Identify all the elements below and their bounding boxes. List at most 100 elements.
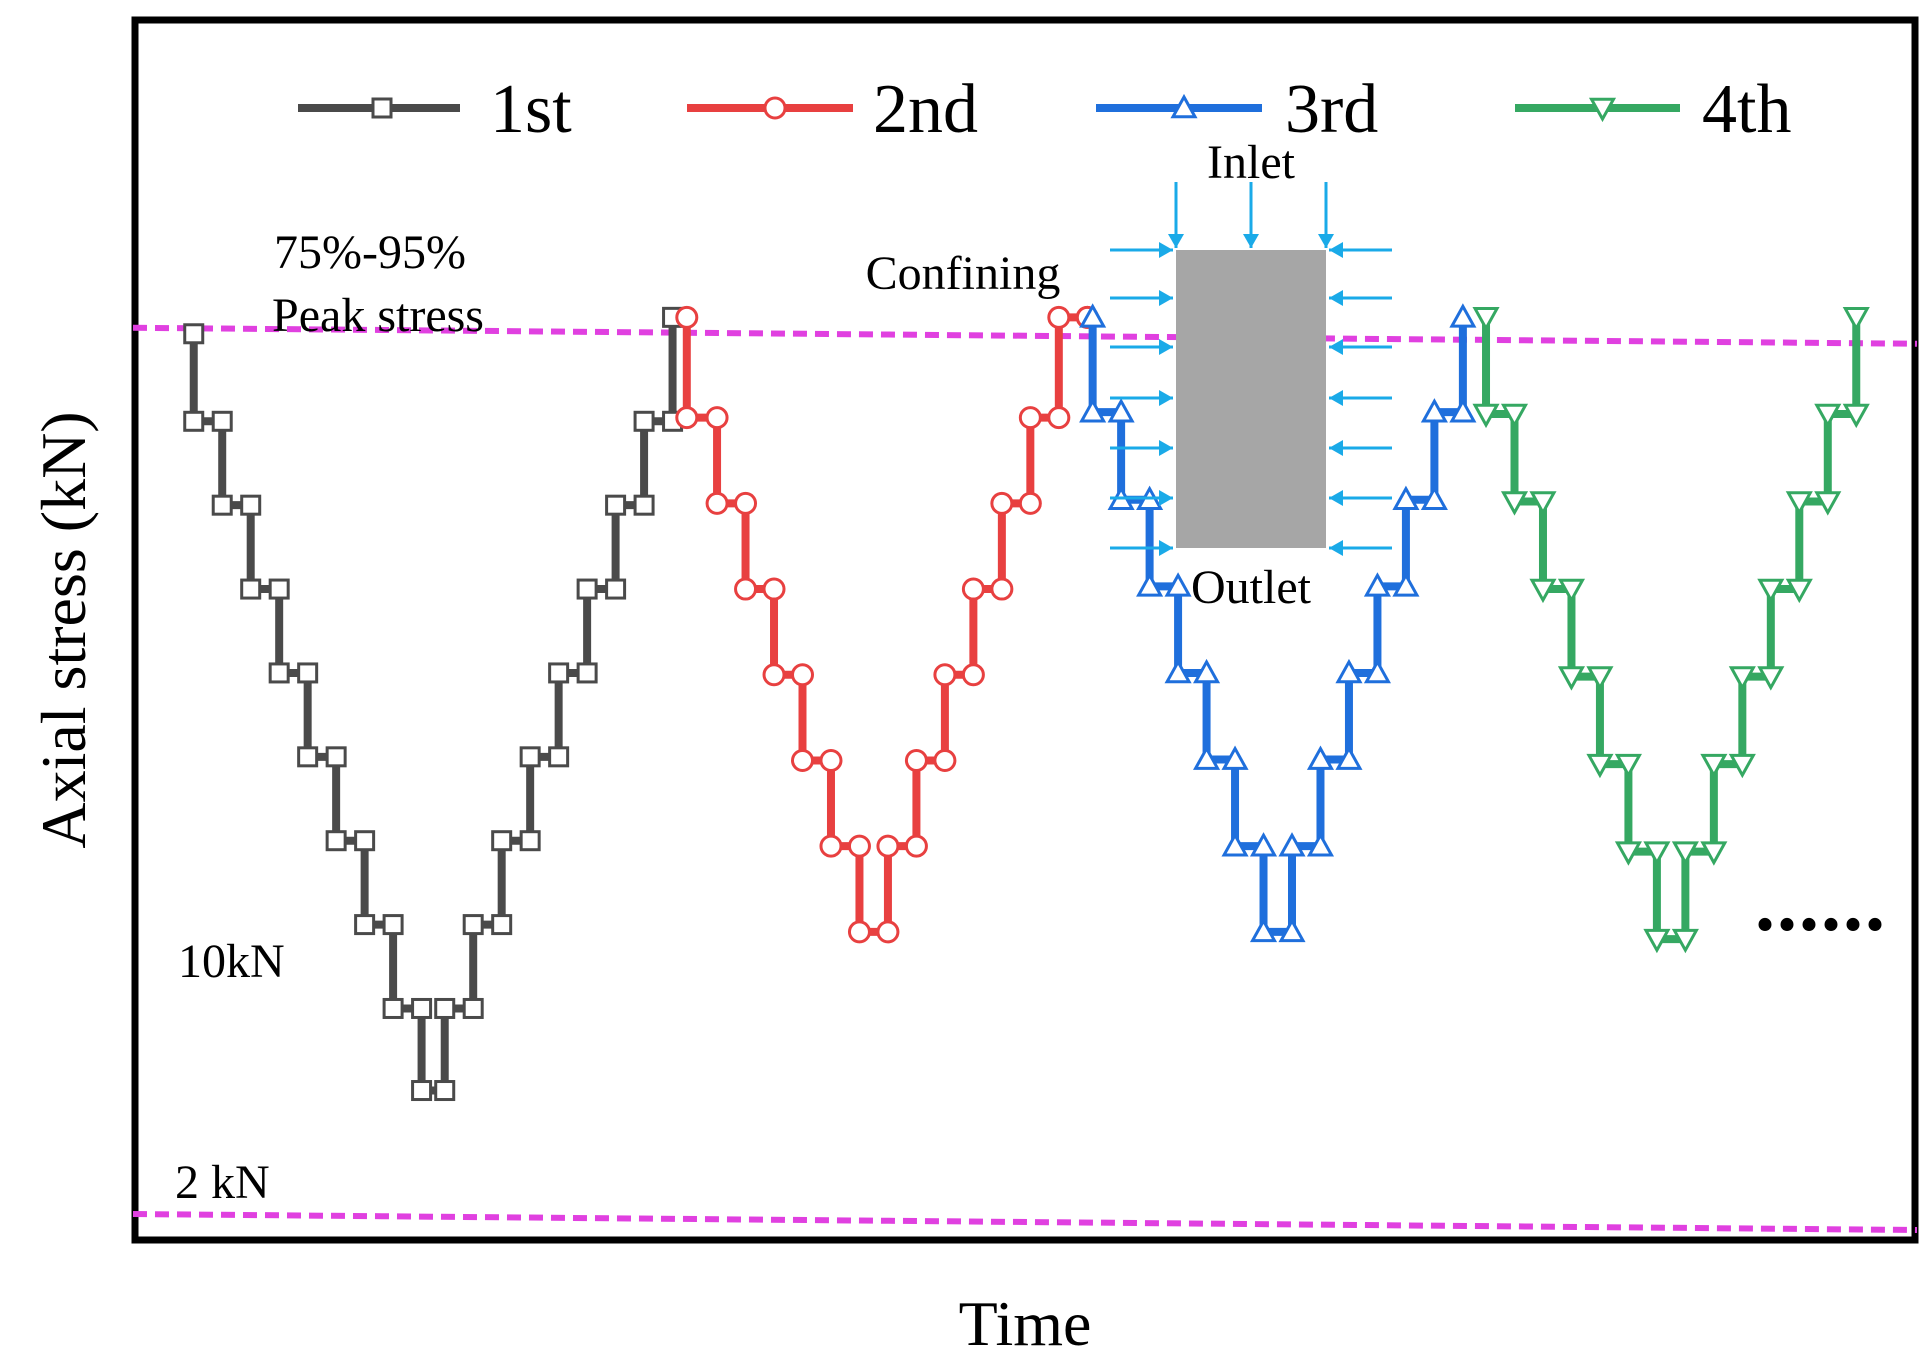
data-point	[1557, 578, 1586, 604]
plot-frame	[131, 16, 1919, 1244]
data-point	[211, 410, 233, 432]
data-point	[1164, 658, 1192, 684]
confining-arrow-right-head	[1329, 290, 1343, 306]
series-3rd	[1079, 303, 1477, 943]
data-point	[1221, 745, 1249, 770]
data-point	[1221, 832, 1249, 857]
legend-label: 2nd	[873, 71, 978, 148]
confining-arrow-left-head	[1159, 490, 1173, 506]
data-point	[1814, 403, 1842, 429]
legend-item-4th: 4th	[1515, 71, 1791, 148]
data-point	[325, 830, 347, 852]
data-point	[675, 406, 699, 430]
data-point	[633, 410, 655, 432]
data-point	[1420, 398, 1448, 423]
data-point	[1529, 491, 1557, 516]
data-point	[734, 577, 758, 601]
data-point	[961, 577, 985, 601]
data-point	[1529, 578, 1557, 604]
data-point	[183, 410, 205, 432]
data-point	[1842, 403, 1870, 429]
data-point	[819, 834, 843, 858]
confining-arrows	[1110, 182, 1392, 556]
data-point	[762, 663, 786, 687]
data-point	[1614, 753, 1642, 779]
series-line	[1088, 317, 1467, 936]
label-10kn: 10kN	[178, 935, 285, 988]
data-point	[990, 577, 1014, 601]
continuation-dots: ......	[1755, 860, 1887, 948]
data-point	[1700, 841, 1728, 866]
data-point	[1018, 406, 1042, 430]
data-point	[605, 494, 627, 516]
data-point	[1420, 485, 1448, 511]
data-point	[1643, 928, 1671, 954]
data-point	[1449, 398, 1477, 423]
data-point	[1249, 917, 1278, 943]
data-point	[1079, 303, 1107, 328]
data-point	[1047, 305, 1071, 329]
data-point	[933, 748, 957, 772]
data-point	[847, 834, 871, 858]
confining-arrow-right-head	[1329, 540, 1343, 556]
data-point	[1363, 572, 1391, 597]
data-point	[1557, 666, 1586, 691]
inlet-label: Inlet	[1207, 136, 1296, 189]
data-point	[1018, 491, 1042, 515]
specimen-block	[1176, 250, 1326, 548]
legend-label: 3rd	[1285, 71, 1378, 148]
confining-arrow-right-head	[1329, 390, 1343, 406]
data-point	[1728, 666, 1756, 691]
data-point	[1306, 832, 1335, 857]
legend-item-1st: 1st	[298, 71, 572, 148]
data-point	[268, 578, 290, 600]
data-point	[1047, 406, 1071, 430]
data-point	[576, 662, 598, 684]
confining-arrow-right-head	[1329, 339, 1343, 355]
outlet-label: Outlet	[1191, 561, 1312, 614]
data-point	[1643, 841, 1671, 866]
data-point	[411, 997, 433, 1019]
legend-label: 4th	[1702, 71, 1791, 148]
peak-stress-label: Peak stress	[272, 289, 484, 342]
data-point	[354, 830, 376, 852]
data-point	[1249, 832, 1278, 857]
series-1st	[183, 306, 684, 1102]
y-axis-label: Axial stress (kN)	[28, 411, 99, 848]
data-point	[1193, 745, 1221, 770]
data-point	[1079, 398, 1107, 423]
specimen-diagram: Inlet Confining Outlet	[866, 136, 1392, 614]
data-point	[548, 662, 570, 684]
data-point	[705, 406, 729, 430]
legend-marker	[371, 97, 393, 119]
data-point	[1500, 403, 1529, 429]
inlet-arrow-head	[1168, 234, 1184, 248]
data-point	[734, 491, 758, 515]
data-point	[876, 834, 900, 858]
data-point	[847, 920, 871, 944]
data-point	[961, 663, 985, 687]
data-point	[1671, 928, 1699, 954]
confining-arrow-left-head	[1159, 242, 1173, 258]
data-point	[462, 997, 484, 1019]
data-point	[819, 748, 843, 772]
data-point	[268, 662, 290, 684]
data-point	[933, 663, 957, 687]
data-point	[1728, 753, 1756, 779]
legend-item-3rd: 3rd	[1096, 71, 1378, 148]
reference-line	[132, 324, 1918, 347]
series-layer	[183, 303, 1870, 1102]
data-point	[325, 746, 347, 768]
confining-label: Confining	[866, 247, 1061, 300]
data-point	[491, 914, 513, 936]
data-point	[519, 830, 541, 852]
legend-marker	[1170, 93, 1198, 119]
confining-arrow-right-head	[1329, 242, 1343, 258]
data-point	[382, 914, 404, 936]
data-point	[1306, 745, 1335, 770]
data-point	[1586, 753, 1614, 779]
series-line	[1482, 317, 1861, 944]
series-2nd	[675, 305, 1099, 944]
confining-arrow-left-head	[1159, 390, 1173, 406]
reference-lines	[132, 324, 1918, 1233]
